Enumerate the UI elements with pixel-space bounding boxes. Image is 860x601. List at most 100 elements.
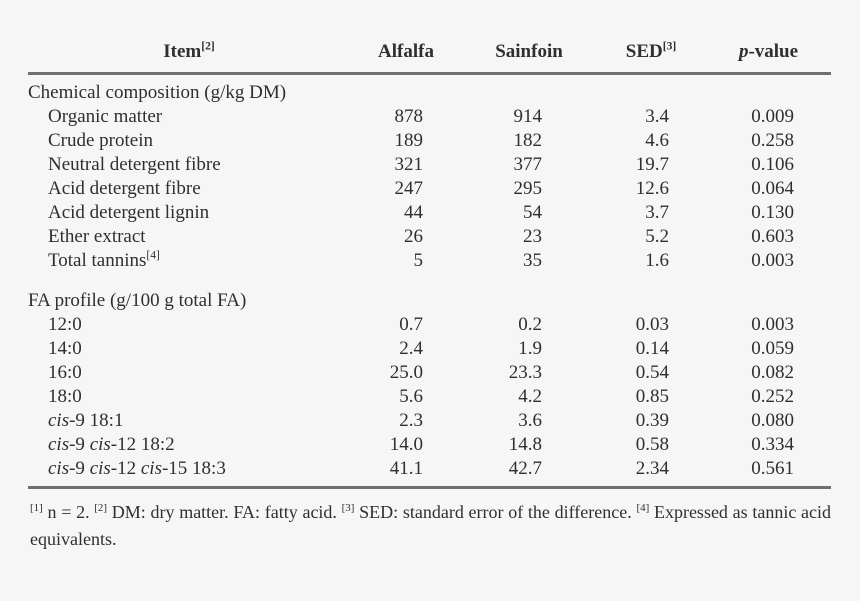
value-cell-alfalfa: 189	[394, 130, 424, 151]
value-cell-sainfoin: 23	[523, 226, 542, 247]
value-cell-alfalfa: 44	[404, 202, 423, 223]
value-cell-sainfoin: 42.7	[508, 458, 542, 479]
value-cell-sainfoin: 1.9	[518, 338, 542, 359]
value-cell-sainfoin: 0.2	[518, 314, 542, 335]
section-title: Chemical composition (g/kg DM)	[28, 82, 287, 103]
value-cell-p-value: 0.080	[751, 410, 794, 431]
value-cell-alfalfa: 26	[404, 226, 423, 247]
value-cell-alfalfa: 25.0	[389, 362, 423, 383]
results-table: Item[2] Alfalfa Sainfoin SED[3] p-value Chem…	[28, 40, 831, 489]
value-cell-sainfoin: 23.3	[508, 362, 542, 383]
header-row: Item[2] Alfalfa Sainfoin SED[3] p-value	[28, 40, 831, 75]
footnote: [1] n = 2. [2] DM: dry matter. FA: fatty…	[30, 502, 832, 549]
value-cell-sed: 0.39	[635, 410, 669, 431]
item-cell: 14:0	[48, 338, 82, 359]
value-cell-sed: 5.2	[645, 226, 669, 247]
value-cell-alfalfa: 0.7	[399, 314, 423, 335]
value-cell-p-value: 0.003	[751, 314, 794, 335]
value-cell-sed: 0.54	[635, 362, 669, 383]
column-header-sed: SED[3]	[596, 40, 706, 75]
value-cell-sed: 4.6	[645, 130, 669, 151]
value-cell-sainfoin: 54	[523, 202, 542, 223]
table-section: Chemical composition (g/kg DM) Organic ma…	[28, 74, 831, 274]
table-row: 16:0 25.0 23.3 0.54 0.082	[28, 361, 831, 385]
value-cell-alfalfa: 2.3	[399, 410, 423, 431]
table-row: Total tannins[4] 5 35 1.6 0.003	[28, 249, 831, 273]
value-cell-alfalfa: 321	[394, 154, 424, 175]
value-cell-alfalfa: 878	[394, 106, 424, 127]
table-section: FA profile (g/100 g total FA) 12:0 0.7 0.2 0…	[28, 273, 831, 488]
item-cell: cis-9 18:1	[48, 410, 124, 431]
value-cell-sainfoin: 295	[513, 178, 543, 199]
value-cell-alfalfa: 5.6	[399, 386, 423, 407]
table-row: Crude protein 189 182 4.6 0.258	[28, 129, 831, 153]
value-cell-p-value: 0.603	[751, 226, 794, 247]
paper-table-figure: Item[2] Alfalfa Sainfoin SED[3] p-value Chem…	[28, 40, 831, 553]
section-title-row: Chemical composition (g/kg DM)	[28, 74, 831, 106]
table-row: cis-9 18:1 2.3 3.6 0.39 0.080	[28, 409, 831, 433]
section-title: FA profile (g/100 g total FA)	[28, 290, 247, 311]
table-row: Acid detergent lignin 44 54 3.7 0.130	[28, 201, 831, 225]
value-cell-sed: 19.7	[635, 154, 669, 175]
value-cell-sed: 0.03	[635, 314, 669, 335]
item-cell: 16:0	[48, 362, 82, 383]
value-cell-p-value: 0.334	[751, 434, 794, 455]
table-row: Organic matter 878 914 3.4 0.009	[28, 105, 831, 129]
table-row: 18:0 5.6 4.2 0.85 0.252	[28, 385, 831, 409]
item-cell: Neutral detergent fibre	[48, 154, 221, 175]
item-cell: cis-9 cis-12 cis-15 18:3	[48, 458, 226, 479]
item-cell: Organic matter	[48, 106, 163, 127]
table-row: 12:0 0.7 0.2 0.03 0.003	[28, 313, 831, 337]
table-row: Ether extract 26 23 5.2 0.603	[28, 225, 831, 249]
value-cell-p-value: 0.106	[751, 154, 794, 175]
value-cell-sainfoin: 14.8	[508, 434, 542, 455]
value-cell-p-value: 0.009	[751, 106, 794, 127]
table-row: Acid detergent fibre 247 295 12.6 0.064	[28, 177, 831, 201]
value-cell-alfalfa: 41.1	[389, 458, 423, 479]
table-header: Item[2] Alfalfa Sainfoin SED[3] p-value	[28, 40, 831, 75]
value-cell-sed: 3.4	[645, 106, 669, 127]
value-cell-p-value: 0.059	[751, 338, 794, 359]
value-cell-sainfoin: 914	[513, 106, 543, 127]
value-cell-sainfoin: 35	[523, 250, 542, 271]
value-cell-sainfoin: 4.2	[518, 386, 542, 407]
value-cell-alfalfa: 247	[394, 178, 424, 199]
value-cell-p-value: 0.561	[751, 458, 794, 479]
value-cell-alfalfa: 2.4	[399, 338, 423, 359]
value-cell-sed: 12.6	[635, 178, 669, 199]
value-cell-sed: 3.7	[645, 202, 669, 223]
column-header-sainfoin: Sainfoin	[462, 40, 596, 75]
table-row: Neutral detergent fibre 321 377 19.7 0.106	[28, 153, 831, 177]
value-cell-sed: 1.6	[645, 250, 669, 271]
item-cell: Ether extract	[48, 226, 146, 247]
value-cell-sainfoin: 3.6	[518, 410, 542, 431]
value-cell-alfalfa: 14.0	[389, 434, 423, 455]
value-cell-sed: 0.14	[635, 338, 669, 359]
item-cell: Acid detergent fibre	[48, 178, 201, 199]
column-header-p-value: p-value	[706, 40, 831, 75]
column-header-item: Item[2]	[28, 40, 350, 75]
value-cell-p-value: 0.003	[751, 250, 794, 271]
value-cell-sed: 0.85	[635, 386, 669, 407]
value-cell-p-value: 0.064	[751, 178, 794, 199]
value-cell-sed: 0.58	[635, 434, 669, 455]
table-row: 14:0 2.4 1.9 0.14 0.059	[28, 337, 831, 361]
value-cell-p-value: 0.130	[751, 202, 794, 223]
value-cell-sed: 2.34	[635, 458, 669, 479]
item-cell: 18:0	[48, 386, 82, 407]
section-title-row: FA profile (g/100 g total FA)	[28, 273, 831, 313]
value-cell-sainfoin: 377	[513, 154, 543, 175]
item-cell: 12:0	[48, 314, 82, 335]
column-header-alfalfa: Alfalfa	[350, 40, 462, 75]
value-cell-sainfoin: 182	[513, 130, 543, 151]
item-cell: cis-9 cis-12 18:2	[48, 434, 175, 455]
value-cell-p-value: 0.252	[751, 386, 794, 407]
value-cell-p-value: 0.082	[751, 362, 794, 383]
item-cell: Total tannins[4]	[48, 248, 160, 271]
item-cell: Acid detergent lignin	[48, 202, 210, 223]
value-cell-p-value: 0.258	[751, 130, 794, 151]
table-row: cis-9 cis-12 cis-15 18:3 41.1 42.7 2.34 0.56…	[28, 457, 831, 488]
table-row: cis-9 cis-12 18:2 14.0 14.8 0.58 0.334	[28, 433, 831, 457]
item-cell: Crude protein	[48, 130, 154, 151]
value-cell-alfalfa: 5	[413, 250, 424, 271]
